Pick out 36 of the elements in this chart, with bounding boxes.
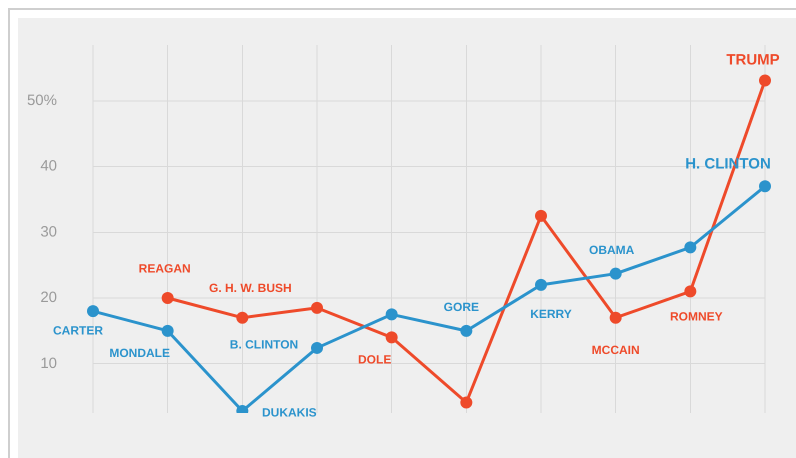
y-tick-label: 20 <box>40 289 57 306</box>
point <box>610 312 622 324</box>
point <box>386 308 398 320</box>
point <box>684 285 696 298</box>
point <box>535 210 547 222</box>
data-label: CARTER <box>53 323 104 338</box>
point <box>236 312 248 324</box>
data-label: GORE <box>444 300 480 314</box>
point <box>535 278 547 291</box>
y-tick-label: 40 <box>40 158 57 175</box>
point <box>684 241 696 254</box>
data-label: MCCAIN <box>592 343 640 358</box>
point <box>610 268 622 280</box>
point <box>311 342 323 354</box>
data-label: G. H. W. BUSH <box>208 281 292 296</box>
point <box>759 74 771 86</box>
point <box>460 324 472 337</box>
data-label: MONDALE <box>109 346 170 360</box>
data-label: REAGAN <box>138 261 191 276</box>
data-label: TRUMP <box>726 52 780 69</box>
data-label: OBAMA <box>589 243 635 257</box>
y-tick-label: 30 <box>40 223 57 240</box>
data-label: KERRY <box>530 307 572 322</box>
y-tick-label: 10 <box>40 354 57 372</box>
y-tick-label: 50% <box>26 92 57 109</box>
point <box>386 331 398 344</box>
data-label: B. CLINTON <box>230 337 298 352</box>
data-label: DOLE <box>358 352 392 367</box>
point <box>162 324 174 337</box>
data-label: DUKAKIS <box>262 405 317 420</box>
point <box>311 302 323 314</box>
point <box>87 305 99 318</box>
point <box>460 396 472 408</box>
data-label: ROMNEY <box>670 310 723 324</box>
point <box>162 292 174 304</box>
point <box>759 180 771 192</box>
